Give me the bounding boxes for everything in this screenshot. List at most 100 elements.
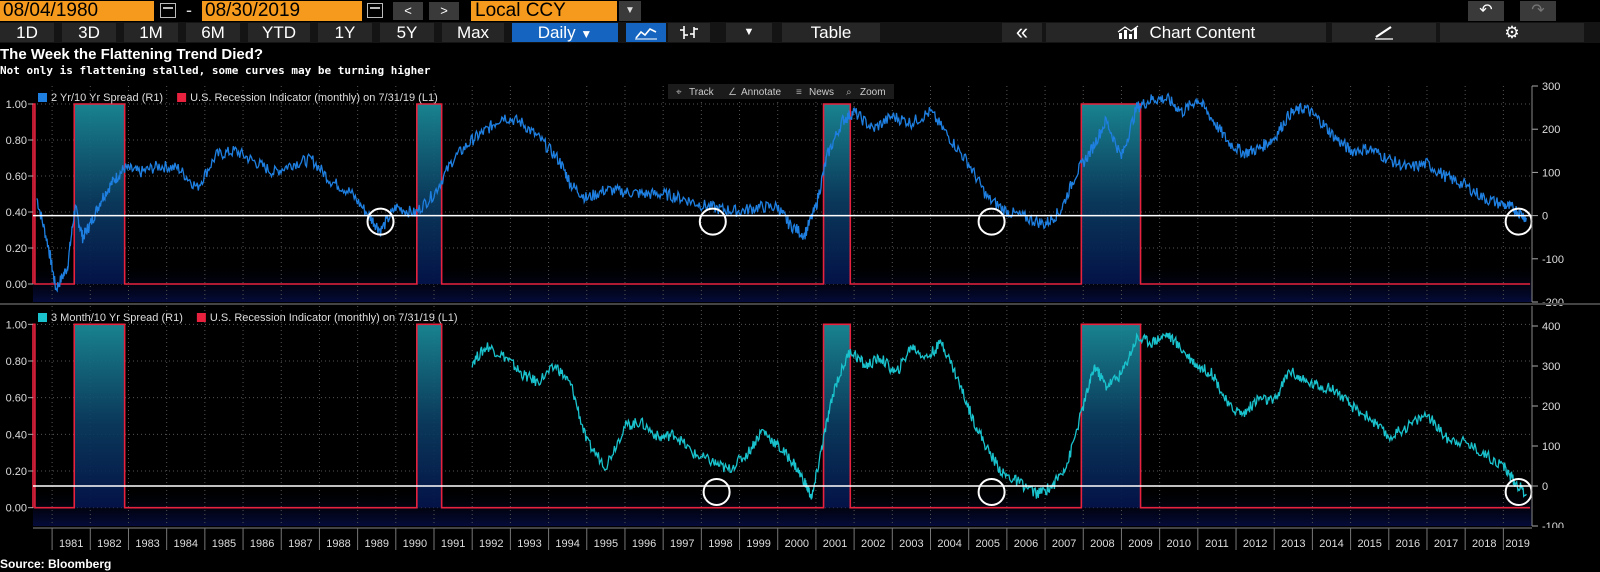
x-axis-tick-label: 2012 bbox=[1243, 538, 1267, 550]
period-max-button[interactable]: Max bbox=[442, 23, 504, 42]
x-axis-tick-label: 1982 bbox=[97, 538, 121, 550]
x-axis-tick-label: 2017 bbox=[1434, 538, 1458, 550]
panel-shade bbox=[33, 486, 1532, 526]
right-axis-tick-label: 200 bbox=[1542, 124, 1560, 136]
legend-label: 3 Month/10 Yr Spread (R1) bbox=[51, 312, 183, 324]
recession-shading bbox=[416, 104, 442, 284]
recession-shading bbox=[416, 324, 442, 508]
right-axis-tick-label: 300 bbox=[1542, 361, 1560, 373]
gear-icon[interactable]: ⚙ bbox=[1440, 23, 1584, 42]
annotate-tool[interactable]: Annotate bbox=[741, 87, 781, 98]
legend-swatch bbox=[196, 313, 206, 322]
source-note: Source: Bloomberg bbox=[0, 557, 112, 571]
x-axis-tick-label: 1997 bbox=[670, 538, 694, 550]
period-6m-button[interactable]: 6M bbox=[186, 23, 240, 42]
left-axis-tick-label: 1.00 bbox=[6, 99, 27, 111]
x-axis-tick-label: 2016 bbox=[1396, 538, 1420, 550]
right-axis-tick-label: 0 bbox=[1542, 211, 1548, 223]
chevron-down-icon[interactable]: ▼ bbox=[619, 1, 641, 21]
x-axis-tick-label: 2018 bbox=[1472, 538, 1496, 550]
chart-title: The Week the Flattening Trend Died? bbox=[0, 46, 264, 63]
x-axis-tick-label: 1991 bbox=[441, 538, 465, 550]
undo-icon[interactable]: ↶ bbox=[1468, 1, 1504, 21]
period-ytd-button[interactable]: YTD bbox=[248, 23, 310, 42]
end-date-input[interactable]: 08/30/2019 bbox=[202, 1, 362, 21]
recession-shading bbox=[823, 104, 851, 284]
chart-panel-2: 1.000.800.600.400.200.004003002001000-10… bbox=[6, 306, 1564, 533]
bar-chart-icon bbox=[1117, 25, 1139, 44]
period-5y-button[interactable]: 5Y bbox=[380, 23, 434, 42]
right-axis-tick-label: 0 bbox=[1542, 481, 1548, 493]
zoom-tool[interactable]: Zoom bbox=[860, 87, 886, 98]
x-axis-tick-label: 1992 bbox=[479, 538, 503, 550]
recession-shading bbox=[1081, 104, 1141, 284]
frequency-label: Daily bbox=[537, 23, 576, 42]
recession-indicator-line bbox=[32, 103, 1531, 285]
x-axis-tick-label: 2005 bbox=[976, 538, 1000, 550]
x-axis-tick-label: 2009 bbox=[1128, 538, 1152, 550]
x-axis-tick-label: 2019 bbox=[1505, 538, 1529, 550]
calendar-icon[interactable] bbox=[160, 3, 176, 18]
top-toolbar: 08/04/1980 - 08/30/2019 < > Local CCY ▼ … bbox=[0, 0, 1600, 22]
period-1m-button[interactable]: 1M bbox=[124, 23, 178, 42]
x-axis-tick-label: 2003 bbox=[899, 538, 923, 550]
highlight-circle bbox=[366, 207, 395, 236]
chart-area[interactable]: 1.000.800.600.400.200.003002001000-100-2… bbox=[0, 80, 1600, 570]
calendar-icon[interactable] bbox=[367, 3, 383, 18]
left-axis-tick-label: 0.40 bbox=[6, 429, 27, 441]
recession-shading bbox=[74, 324, 125, 508]
period-1d-button[interactable]: 1D bbox=[0, 23, 54, 42]
track-icon: ⌖ bbox=[676, 87, 682, 98]
right-axis-tick-label: 100 bbox=[1542, 167, 1560, 179]
x-axis-tick-label: 2014 bbox=[1319, 538, 1343, 550]
period-3d-button[interactable]: 3D bbox=[62, 23, 116, 42]
frequency-dropdown[interactable]: Daily ▼ bbox=[512, 23, 618, 42]
right-axis-tick-label: -100 bbox=[1542, 254, 1564, 266]
left-axis-tick-label: 0.60 bbox=[6, 393, 27, 405]
x-axis-tick-label: 2000 bbox=[785, 538, 809, 550]
annotate-icon: ∠ bbox=[728, 87, 737, 98]
next-button[interactable]: > bbox=[429, 2, 459, 20]
left-axis-tick-label: 0.20 bbox=[6, 466, 27, 478]
spread-series-line bbox=[471, 332, 1527, 500]
x-axis-tick-label: 1986 bbox=[250, 538, 274, 550]
track-tool[interactable]: Track bbox=[689, 87, 715, 98]
legend-label: 2 Yr/10 Yr Spread (R1) bbox=[51, 92, 163, 104]
redo-icon[interactable]: ↷ bbox=[1520, 1, 1556, 21]
news-icon: ≡ bbox=[796, 87, 802, 98]
x-axis-tick-label: 1988 bbox=[326, 538, 350, 550]
highlight-circle bbox=[977, 478, 1006, 506]
line-chart-icon[interactable] bbox=[626, 23, 666, 42]
ohlc-chart-icon[interactable] bbox=[668, 23, 710, 42]
left-axis-tick-label: 0.40 bbox=[6, 207, 27, 219]
chevron-down-icon[interactable]: ▼ bbox=[726, 23, 772, 42]
left-axis-tick-label: 0.20 bbox=[6, 243, 27, 255]
left-axis-tick-label: 0.80 bbox=[6, 356, 27, 368]
panel-shade bbox=[33, 262, 1532, 302]
right-axis-tick-label: 400 bbox=[1542, 321, 1560, 333]
edit-icon[interactable] bbox=[1332, 23, 1436, 42]
currency-select[interactable]: Local CCY bbox=[471, 1, 617, 21]
x-axis-tick-label: 1989 bbox=[364, 538, 388, 550]
spread-series-line bbox=[36, 92, 1527, 293]
news-tool[interactable]: News bbox=[809, 87, 834, 98]
chart-subtitle: Not only is flattening stalled, some cur… bbox=[0, 64, 431, 77]
legend: 3 Month/10 Yr Spread (R1) U.S. Recession … bbox=[38, 312, 458, 324]
left-axis-tick-label: 0.00 bbox=[6, 503, 27, 515]
period-1y-button[interactable]: 1Y bbox=[318, 23, 372, 42]
left-axis-tick-label: 0.80 bbox=[6, 135, 27, 147]
chart-content-label: Chart Content bbox=[1149, 23, 1256, 42]
legend: 2 Yr/10 Yr Spread (R1) U.S. Recession Ind… bbox=[38, 92, 438, 104]
x-axis-tick-label: 2008 bbox=[1090, 538, 1114, 550]
x-axis-tick-label: 1999 bbox=[746, 538, 770, 550]
x-axis-tick-label: 1983 bbox=[135, 538, 159, 550]
table-button[interactable]: Table bbox=[782, 23, 880, 42]
collapse-button[interactable]: « bbox=[1002, 21, 1042, 43]
right-axis-tick-label: 100 bbox=[1542, 441, 1560, 453]
legend-label: U.S. Recession Indicator (monthly) on 7/… bbox=[210, 312, 458, 324]
x-axis-tick-label: 2007 bbox=[1052, 538, 1076, 550]
chart-content-button[interactable]: Chart Content bbox=[1046, 23, 1326, 42]
date-separator: - bbox=[186, 0, 192, 20]
previous-button[interactable]: < bbox=[393, 2, 423, 20]
start-date-input[interactable]: 08/04/1980 bbox=[0, 1, 154, 21]
